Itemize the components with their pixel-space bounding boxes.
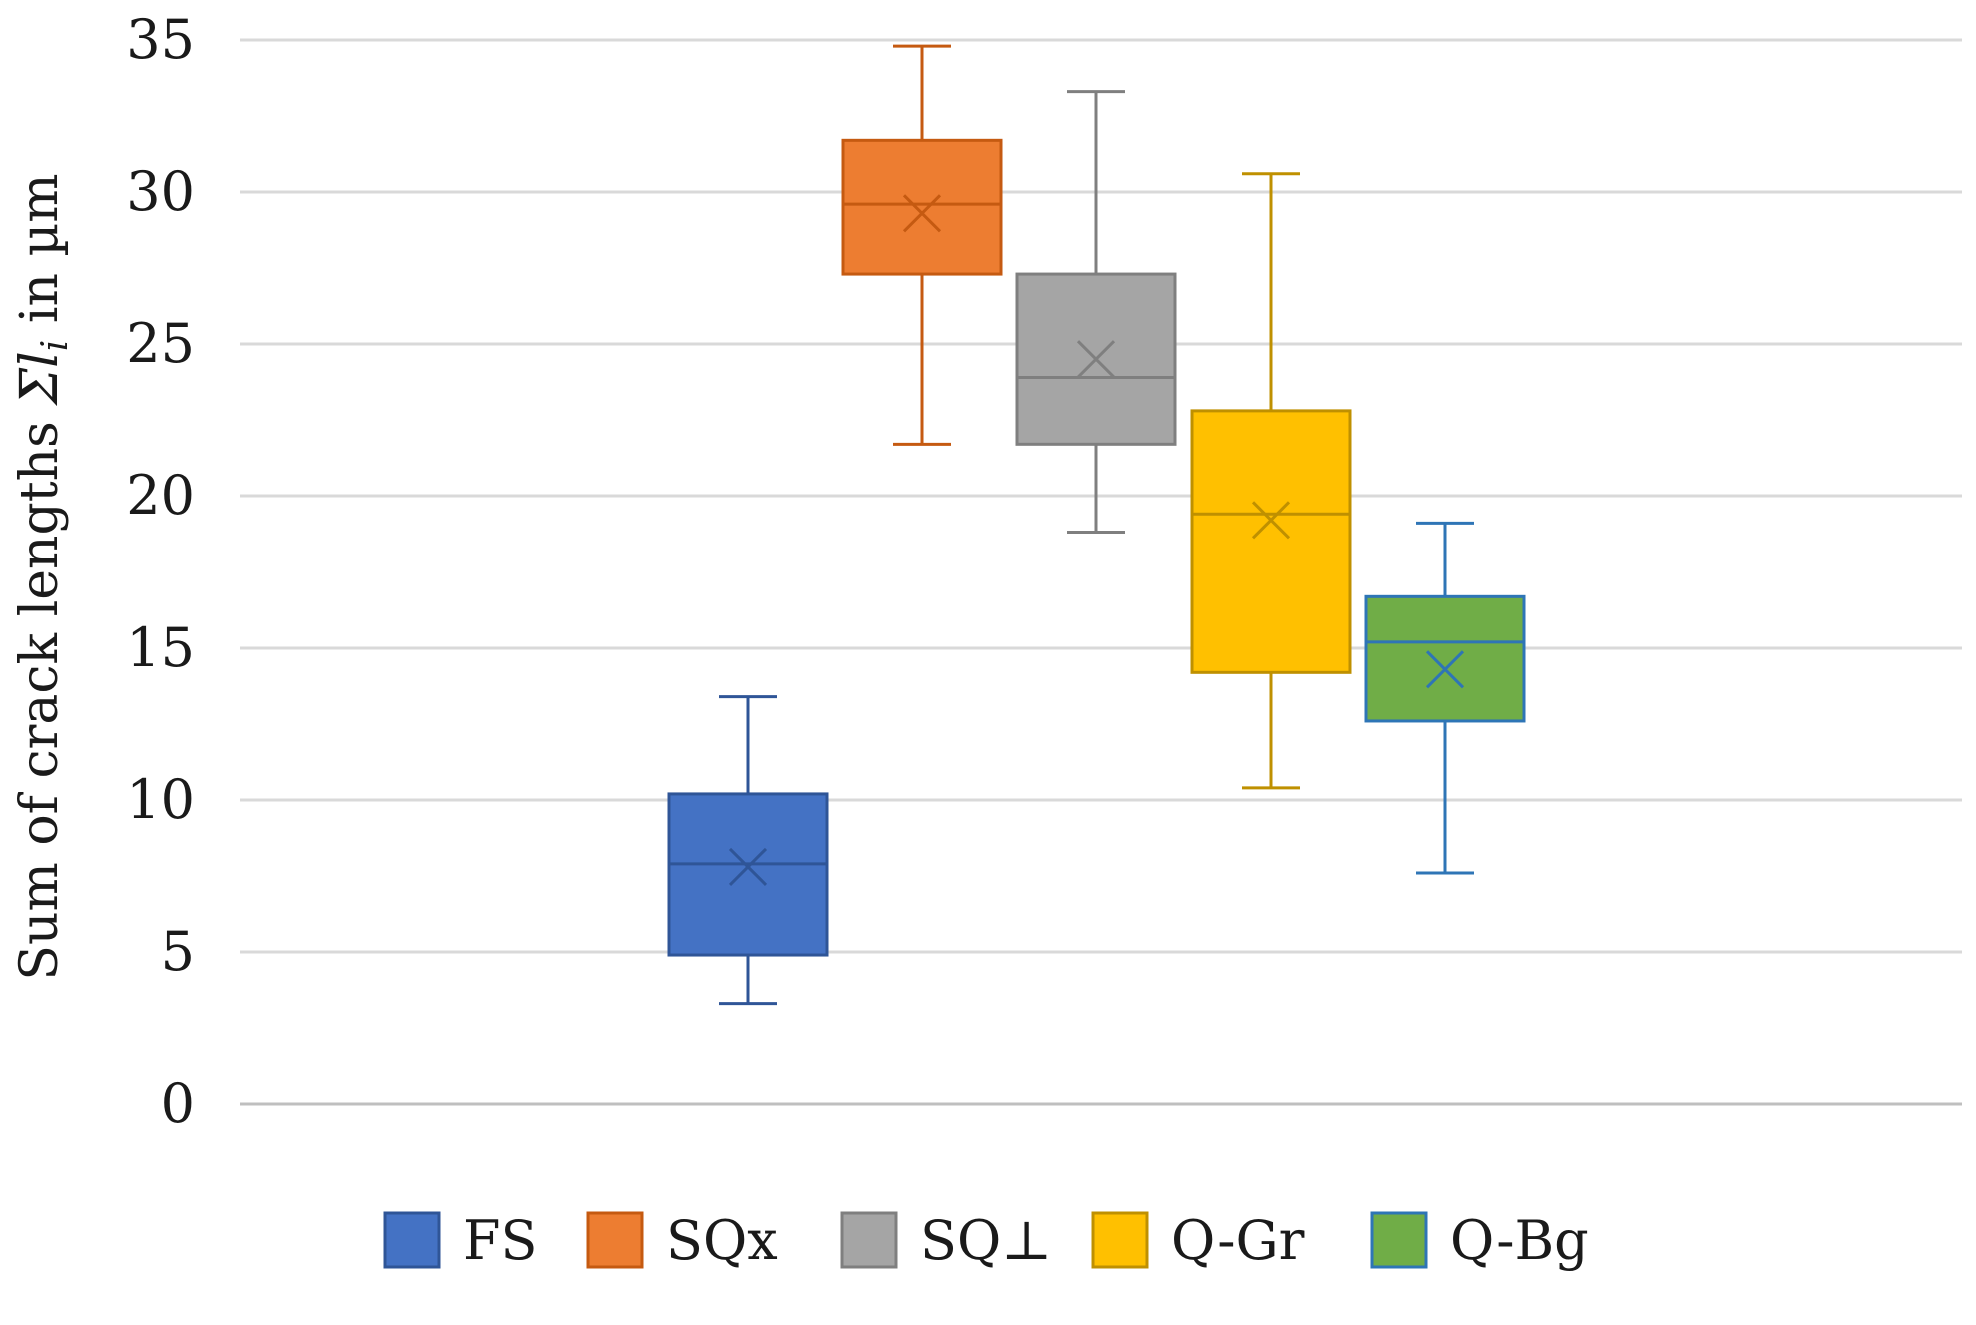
iqr-box: [841, 138, 1003, 276]
y-tick-label: 30: [126, 160, 195, 223]
legend-label: SQx: [666, 1209, 778, 1272]
box-fs: [667, 695, 829, 1006]
box-q-bg: [1364, 521, 1526, 875]
y-tick-label: 0: [161, 1072, 195, 1135]
box-q-gr: [1190, 172, 1352, 790]
y-tick-label: 25: [126, 312, 195, 375]
legend: FS SQx SQ⊥ Q-Gr Q-Bg: [383, 1209, 1589, 1272]
y-tick-label: 35: [126, 8, 195, 71]
mean-marker: [1076, 340, 1116, 379]
mean-marker: [728, 847, 768, 886]
y-axis-label-subscript: i: [35, 340, 76, 352]
mean-marker: [902, 194, 942, 233]
y-axis-label: Sum of crack lengths Σli in µm: [10, 173, 76, 980]
iqr-box: [1364, 594, 1526, 723]
legend-label: Q-Gr: [1171, 1209, 1305, 1272]
y-tick-label: 15: [126, 616, 195, 679]
gridlines: [240, 38, 1962, 1106]
box-sq-: [1015, 90, 1177, 534]
mean-marker: [1425, 650, 1465, 689]
legend-swatch-sq-: [840, 1211, 898, 1269]
y-axis-label-suffix: in µm: [10, 173, 70, 339]
y-tick-label: 10: [126, 768, 195, 831]
y-axis-label-prefix: Sum of crack lengths: [10, 405, 70, 981]
legend-swatch-fs: [383, 1211, 441, 1269]
legend-swatch-q-bg: [1370, 1211, 1428, 1269]
box-series: [667, 44, 1526, 1006]
legend-swatch-sqx: [586, 1211, 644, 1269]
iqr-box: [1190, 409, 1352, 674]
y-axis-ticks: 0 5 10 15 20 25 30 35: [126, 8, 195, 1135]
legend-label: SQ⊥: [920, 1209, 1052, 1272]
legend-label: FS: [463, 1209, 537, 1272]
box-sqx: [841, 44, 1003, 446]
mean-marker: [1251, 501, 1291, 540]
y-tick-label: 5: [161, 920, 195, 983]
y-tick-label: 20: [126, 464, 195, 527]
iqr-box: [667, 792, 829, 957]
legend-swatch-q-gr: [1091, 1211, 1149, 1269]
y-axis-label-symbol: Σl: [10, 351, 70, 406]
legend-label: Q-Bg: [1450, 1209, 1589, 1272]
